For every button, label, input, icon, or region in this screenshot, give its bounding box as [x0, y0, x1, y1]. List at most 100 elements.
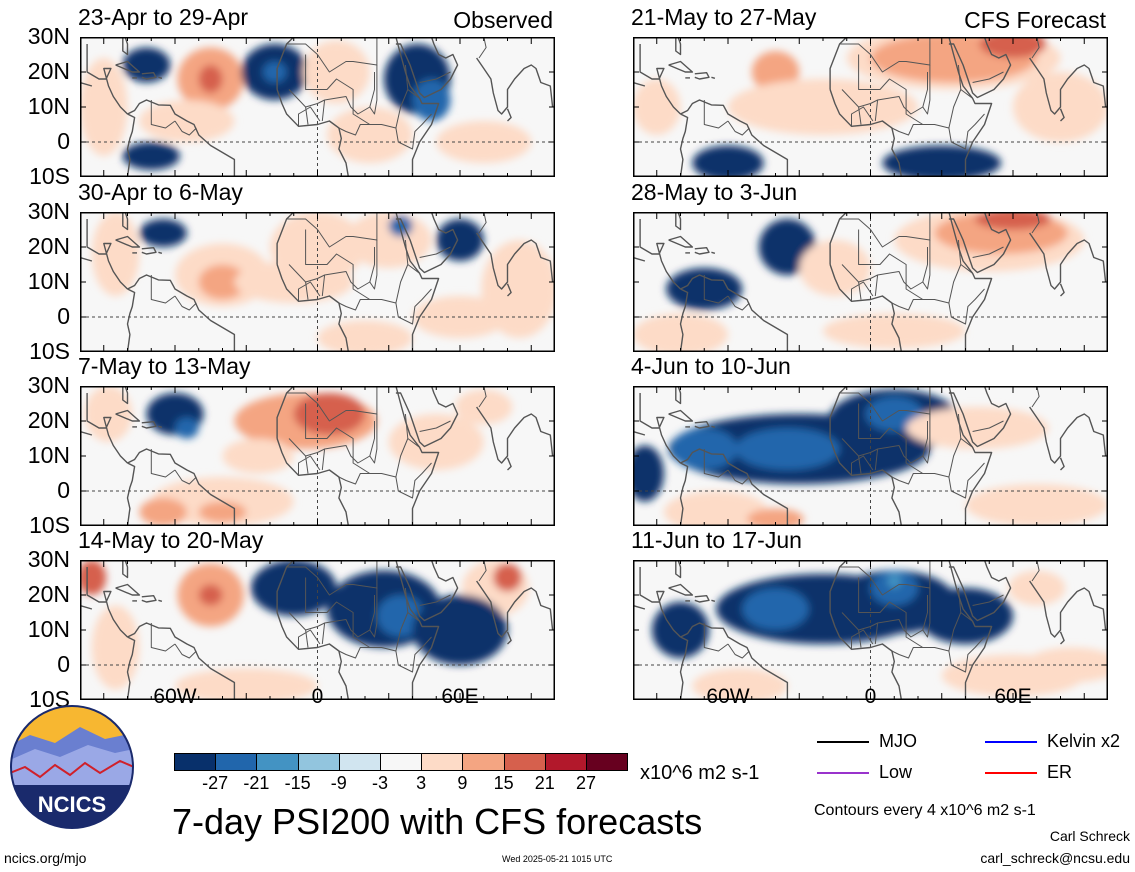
- coastline: [506, 108, 512, 122]
- country-border: [150, 100, 176, 129]
- coastline: [476, 232, 554, 290]
- country-border: [288, 240, 378, 290]
- right-panel-4: [633, 560, 1108, 700]
- anomaly-shading: [823, 313, 966, 349]
- coastline: [675, 560, 682, 579]
- lon-tick-label: 60W: [706, 685, 750, 708]
- country-border: [298, 455, 321, 476]
- coastline: [1029, 232, 1107, 290]
- coastline: [115, 235, 141, 248]
- panel-title: 7-May to 13-May: [78, 353, 251, 379]
- lat-tick-label: 10S: [29, 686, 70, 712]
- coastline: [127, 274, 236, 352]
- country-border: [298, 629, 321, 650]
- coastline: [633, 430, 646, 436]
- coastline: [948, 386, 993, 526]
- coastline: [395, 386, 440, 526]
- country-border: [321, 99, 326, 122]
- coastline: [158, 425, 163, 428]
- coastline: [711, 251, 716, 254]
- coastline: [1059, 457, 1065, 471]
- country-border: [150, 449, 176, 478]
- country-border: [305, 577, 409, 652]
- map-plot: [633, 212, 1108, 352]
- anomaly-shading: [633, 79, 681, 135]
- coastline: [639, 219, 681, 290]
- map-plot: [633, 386, 1108, 526]
- country-border: [960, 264, 973, 274]
- coastline: [506, 631, 512, 645]
- coastline: [80, 604, 93, 610]
- country-border: [727, 295, 750, 311]
- country-border: [703, 449, 729, 478]
- colorbar-box: [544, 753, 587, 771]
- anomaly-shading: [742, 588, 809, 630]
- coastline: [675, 37, 682, 56]
- country-border: [703, 623, 729, 652]
- country-border: [851, 106, 874, 127]
- anomaly-shading: [139, 498, 187, 526]
- coastline: [711, 599, 716, 602]
- lon-tick-label: 60E: [441, 685, 479, 708]
- colorbar-box: [380, 753, 423, 771]
- coastline: [276, 612, 350, 700]
- country-border: [891, 647, 928, 659]
- country-border: [321, 274, 326, 297]
- coastline: [1059, 283, 1065, 297]
- country-border: [395, 636, 432, 673]
- coastline: [126, 288, 136, 352]
- country-border: [858, 106, 862, 125]
- legend-label: MJO: [879, 731, 917, 751]
- country-border: [960, 612, 973, 622]
- coastline: [158, 251, 163, 254]
- country-border: [703, 100, 729, 129]
- coastline: [679, 636, 689, 700]
- country-border: [395, 462, 432, 499]
- country-border: [972, 594, 1004, 606]
- coastline: [675, 386, 682, 405]
- website: ncics.org/mjo: [4, 850, 87, 866]
- colorbar-label: 9: [457, 773, 468, 793]
- coastline: [127, 448, 236, 526]
- country-border: [395, 288, 432, 325]
- coastline: [680, 99, 789, 177]
- country-border: [174, 120, 197, 136]
- anomaly-shading: [692, 668, 788, 700]
- country-border: [922, 595, 928, 631]
- coastline: [476, 406, 554, 464]
- coastline: [476, 580, 554, 638]
- country-border: [407, 438, 420, 448]
- lon-tick-label: 60W: [153, 685, 197, 708]
- country-border: [874, 274, 879, 297]
- country-border: [305, 455, 309, 474]
- lat-tick-label: 30N: [27, 372, 70, 398]
- coastline: [115, 409, 141, 422]
- coastline: [711, 76, 716, 79]
- country-border: [727, 469, 750, 485]
- country-border: [948, 636, 985, 673]
- country-border: [407, 264, 420, 274]
- coastline: [948, 212, 1012, 274]
- panel-title: 30-Apr to 6-May: [78, 179, 243, 205]
- country-border: [727, 120, 750, 136]
- lat-tick-label: 20N: [27, 233, 70, 259]
- anomaly-shading: [455, 389, 513, 425]
- legend-label: Low: [879, 762, 913, 782]
- map-plot: [80, 386, 555, 526]
- anomaly-shading: [198, 264, 247, 300]
- country-border: [922, 247, 928, 283]
- coastline: [694, 247, 710, 255]
- coastline: [948, 37, 1012, 99]
- colorbar-box: [174, 753, 217, 771]
- coastline: [668, 235, 694, 248]
- lat-tick-label: 20N: [27, 58, 70, 84]
- country-border: [288, 414, 378, 464]
- country-border: [858, 229, 962, 304]
- coastline: [395, 560, 459, 622]
- legend-line: [985, 741, 1037, 743]
- country-border: [839, 386, 931, 422]
- coastline: [395, 560, 440, 700]
- forecast-label: CFS Forecast: [964, 7, 1106, 33]
- coastline: [694, 421, 710, 429]
- coastline: [122, 212, 129, 231]
